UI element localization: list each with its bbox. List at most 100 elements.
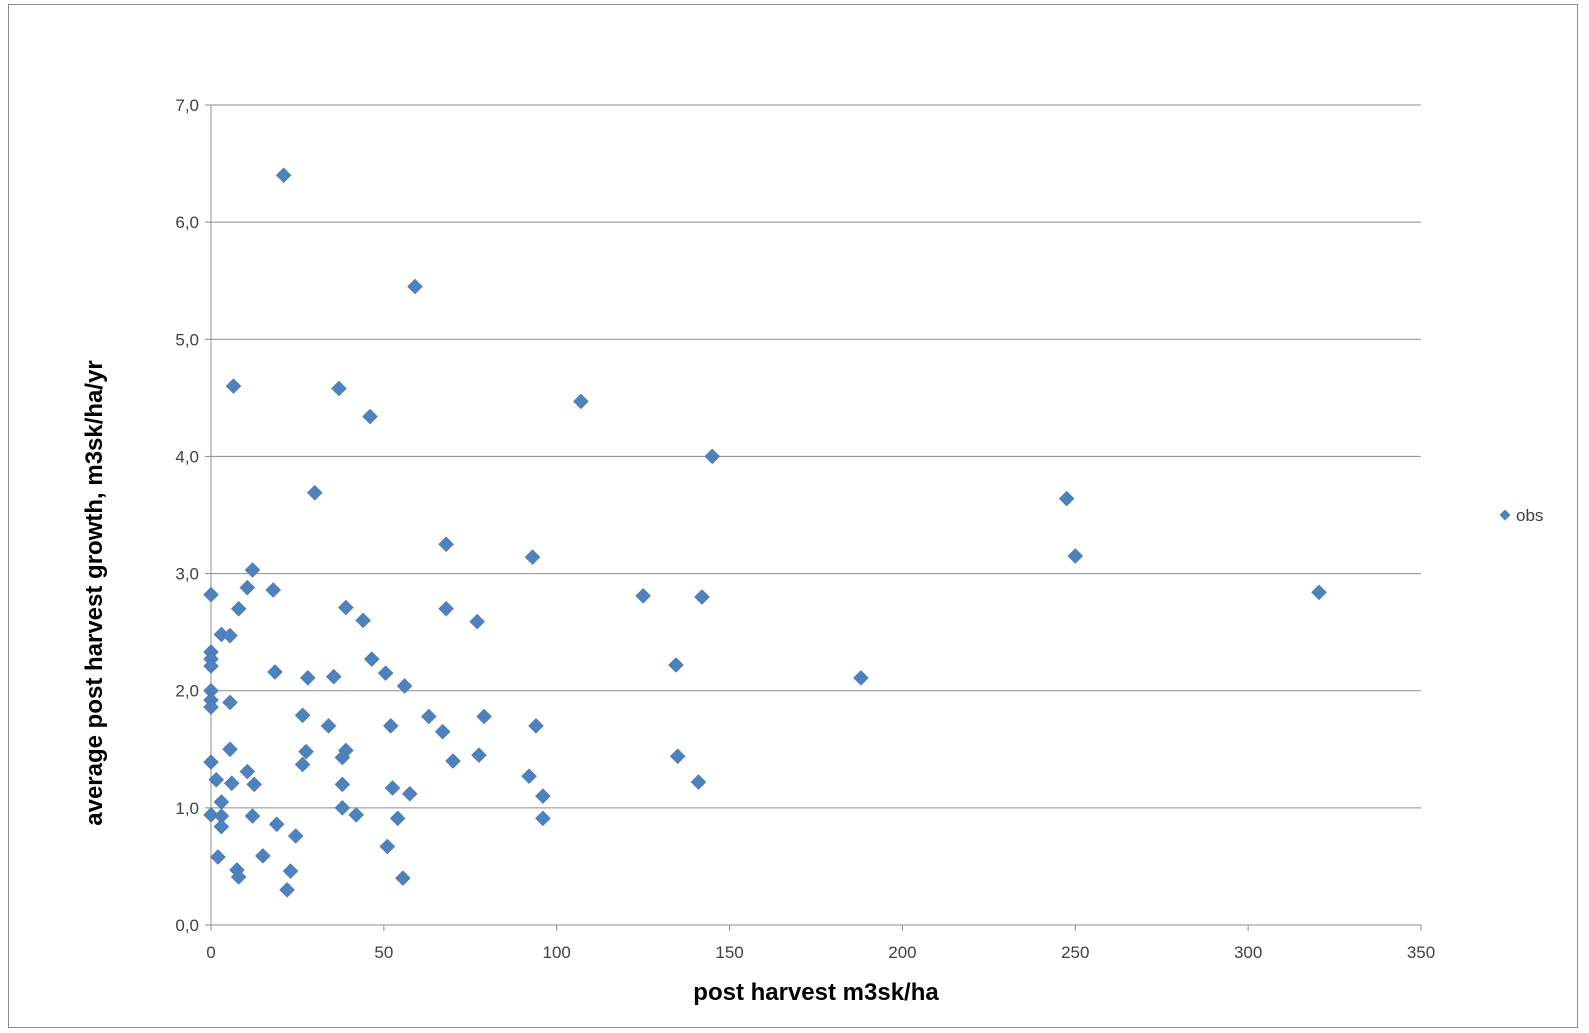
data-point (282, 863, 299, 879)
data-point (230, 869, 247, 885)
data-points (203, 167, 1327, 898)
y-tick-label: 1,0 (175, 799, 199, 818)
data-point (355, 612, 371, 629)
data-point (363, 651, 380, 667)
data-point (320, 718, 337, 734)
legend: obs (1499, 506, 1543, 525)
y-tick-label: 2,0 (175, 682, 199, 701)
data-point (244, 808, 261, 824)
x-tick-label: 100 (543, 943, 571, 962)
x-axis-title: post harvest m3sk/ha (693, 979, 939, 1006)
y-tick-label: 3,0 (175, 565, 199, 584)
x-tick-label: 200 (888, 943, 916, 962)
x-tick-label: 250 (1061, 943, 1089, 962)
data-point (401, 785, 418, 802)
data-point (334, 800, 351, 816)
data-point (434, 723, 451, 740)
chart-area: 0,0 1,0 2,0 3,0 4,0 5,0 6,0 7,0 0 50 100 150 200 250… (8, 4, 1578, 1028)
x-tick-label: 50 (374, 943, 393, 962)
data-point (210, 849, 226, 865)
axes (205, 104, 1422, 931)
scatter-chart: 0,0 1,0 2,0 3,0 4,0 5,0 6,0 7,0 0 50 100 150 200 250… (81, 96, 1543, 1006)
data-point (325, 668, 342, 685)
data-point (396, 678, 413, 694)
data-point (222, 627, 238, 644)
y-axis-title: average post harvest growth, m3sk/ha/yr (81, 360, 108, 826)
data-point (524, 549, 541, 566)
data-point (362, 408, 378, 425)
data-point (1067, 548, 1084, 564)
data-point (334, 776, 351, 793)
data-point (299, 669, 316, 686)
x-tick-label: 300 (1234, 943, 1262, 962)
data-point (377, 665, 394, 681)
data-point (853, 669, 869, 686)
data-point (268, 816, 285, 833)
data-point (223, 775, 240, 792)
data-point (476, 708, 492, 725)
data-point (239, 579, 256, 596)
x-tick-label: 150 (715, 943, 743, 962)
y-tick-label: 4,0 (175, 447, 199, 466)
data-point (379, 838, 396, 855)
data-point (445, 753, 461, 769)
data-point (668, 657, 684, 673)
data-point (230, 600, 247, 617)
data-point (279, 882, 295, 898)
data-point (255, 848, 271, 864)
data-point (704, 448, 721, 465)
data-point (203, 699, 219, 715)
data-point (287, 828, 304, 844)
data-point (222, 741, 238, 758)
data-point (331, 380, 347, 397)
data-point (395, 870, 411, 886)
data-point (265, 582, 282, 598)
data-point (203, 807, 219, 823)
x-tick-label: 0 (206, 943, 215, 962)
data-point (528, 718, 544, 734)
data-point (203, 586, 219, 603)
data-point (294, 756, 311, 773)
data-point (521, 768, 537, 785)
data-point (535, 810, 551, 827)
data-point (337, 599, 354, 616)
data-point (438, 536, 454, 553)
data-point (690, 774, 707, 790)
data-point (384, 780, 401, 796)
data-point (213, 818, 230, 835)
x-tick-labels: 0 50 100 150 200 250 300 350 (206, 943, 1435, 962)
data-point (294, 707, 311, 724)
data-point (246, 776, 263, 793)
y-tick-label: 6,0 (175, 213, 199, 232)
data-point (407, 278, 423, 295)
x-tick-label: 350 (1407, 943, 1435, 962)
data-point (222, 694, 238, 711)
data-point (535, 788, 551, 804)
y-tick-label: 0,0 (175, 916, 199, 935)
data-point (469, 613, 486, 630)
data-point (1311, 584, 1327, 601)
data-point (471, 747, 487, 763)
data-point (334, 749, 351, 766)
data-point (694, 589, 710, 605)
data-point (275, 167, 292, 184)
data-point (669, 748, 686, 765)
legend-marker-obs (1499, 509, 1511, 521)
data-point (438, 600, 454, 617)
data-point (382, 718, 399, 734)
gridlines (211, 104, 1421, 809)
data-point (348, 807, 365, 823)
y-tick-label: 7,0 (175, 96, 199, 115)
data-point (306, 484, 323, 501)
data-point (225, 378, 242, 394)
data-point (267, 664, 283, 680)
data-point (213, 794, 230, 810)
data-point (244, 562, 261, 578)
data-point (573, 393, 589, 410)
data-point (203, 658, 219, 674)
data-point (1058, 490, 1075, 507)
data-point (389, 810, 406, 827)
y-tick-label: 5,0 (175, 330, 199, 349)
data-point (420, 708, 437, 725)
data-point (203, 754, 219, 771)
